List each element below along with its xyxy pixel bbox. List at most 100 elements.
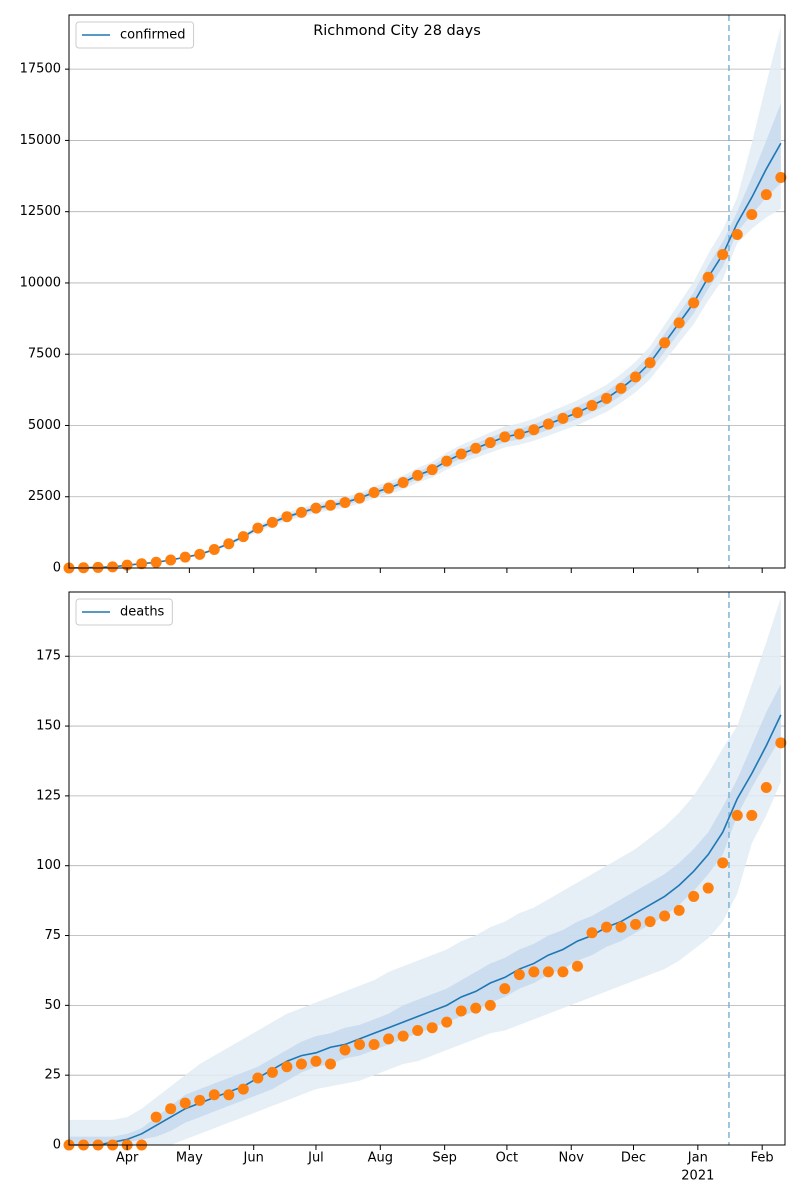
observed-point [441, 455, 453, 467]
uncertainty-band [69, 103, 781, 569]
observed-point [717, 248, 729, 260]
observed-point [107, 561, 119, 573]
plot-frame [68, 591, 786, 1146]
x-tick-label: Sep [432, 1151, 457, 1166]
observed-point [383, 1033, 395, 1045]
legend-box [75, 21, 195, 49]
observed-point [644, 357, 656, 369]
legend-label: deaths [120, 605, 165, 620]
observed-point [688, 890, 700, 902]
observed-point [223, 538, 235, 550]
x-tick-label: Jan [687, 1151, 708, 1166]
observed-point [295, 506, 307, 518]
legend: confirmed [75, 21, 195, 49]
plot: 0 25 50 75 100 125 150 175 Apr May Jun Jul Aug Sep Oct… [36, 591, 787, 1184]
observed-point [368, 1038, 380, 1050]
observed-point [194, 1094, 206, 1106]
observed-point [252, 1072, 264, 1084]
observed-point [731, 809, 743, 821]
observed-point [252, 522, 264, 534]
observed-point [455, 1005, 467, 1017]
x-tick-label: Jun [243, 1151, 264, 1166]
observed-point [397, 1030, 409, 1042]
observed-point [775, 171, 787, 183]
observed-point [237, 1083, 249, 1095]
observed-point [324, 499, 336, 511]
observed-point [513, 969, 525, 981]
observed-point [208, 1089, 220, 1101]
observed-point [150, 1111, 162, 1123]
observed-point [368, 486, 380, 498]
observed-point [513, 428, 525, 440]
x-tick-label: Apr [116, 1151, 139, 1166]
observed-point [484, 999, 496, 1011]
observed-point [644, 916, 656, 928]
observed-point [266, 1066, 278, 1078]
y-tick-label: 12500 [20, 204, 61, 219]
legend: deaths [75, 598, 173, 626]
observed-point [528, 424, 540, 436]
observed-point [281, 511, 293, 523]
observed-point [717, 857, 729, 869]
observed-point [586, 927, 598, 939]
uncertainty-band [69, 597, 781, 1145]
x-year-label: 2021 [681, 1169, 714, 1184]
legend-box [75, 598, 173, 626]
uncertainty-band [69, 684, 781, 1145]
observed-point [673, 317, 685, 329]
observed-point [731, 228, 743, 240]
observed-point [92, 561, 104, 573]
observed-point [688, 297, 700, 309]
observed-point [354, 1038, 366, 1050]
observed-point [165, 1103, 177, 1115]
legend-label: confirmed [120, 28, 186, 43]
observed-point [601, 921, 613, 933]
plot: 0 2500 5000 7500 10000 12500 15000 17500 Richmon… [20, 14, 787, 576]
observed-point [310, 502, 322, 514]
observed-point [760, 782, 772, 794]
observed-point [266, 516, 278, 528]
observed-point [571, 960, 583, 972]
observed-point [412, 469, 424, 481]
observed-point [339, 1044, 351, 1056]
observed-point [179, 1097, 191, 1109]
observed-point [397, 476, 409, 488]
observed-point [542, 966, 554, 978]
observed-point [194, 548, 206, 560]
x-tick-label: Feb [751, 1151, 774, 1166]
observed-point [702, 271, 714, 283]
x-tick-label: Dec [621, 1151, 646, 1166]
observed-point [746, 209, 758, 221]
y-tick-label: 5000 [28, 418, 61, 433]
y-tick-label: 175 [36, 649, 61, 664]
observed-point [760, 189, 772, 201]
observed-point [208, 543, 220, 555]
observed-point [659, 337, 671, 349]
y-tick-label: 25 [44, 1068, 61, 1083]
observed-point [150, 556, 162, 568]
y-tick-label: 100 [36, 858, 61, 873]
y-tick-label: 10000 [20, 275, 61, 290]
observed-point [615, 382, 627, 394]
observed-point [136, 558, 148, 570]
observed-point [324, 1058, 336, 1070]
observed-point [237, 531, 249, 543]
observed-point [499, 983, 511, 995]
y-tick-label: 0 [53, 561, 61, 576]
observed-point [281, 1061, 293, 1073]
observed-point [659, 910, 671, 922]
observed-point [470, 1002, 482, 1014]
observed-point [426, 1022, 438, 1034]
y-tick-label: 7500 [28, 347, 61, 362]
observed-point [557, 412, 569, 424]
y-tick-label: 50 [44, 998, 61, 1013]
observed-point [746, 809, 758, 821]
y-tick-label: 15000 [20, 133, 61, 148]
observed-point [441, 1016, 453, 1028]
observed-point [528, 966, 540, 978]
observed-point [601, 392, 613, 404]
observed-point [426, 464, 438, 476]
plot-frame [68, 14, 786, 569]
y-tick-label: 17500 [20, 62, 61, 77]
